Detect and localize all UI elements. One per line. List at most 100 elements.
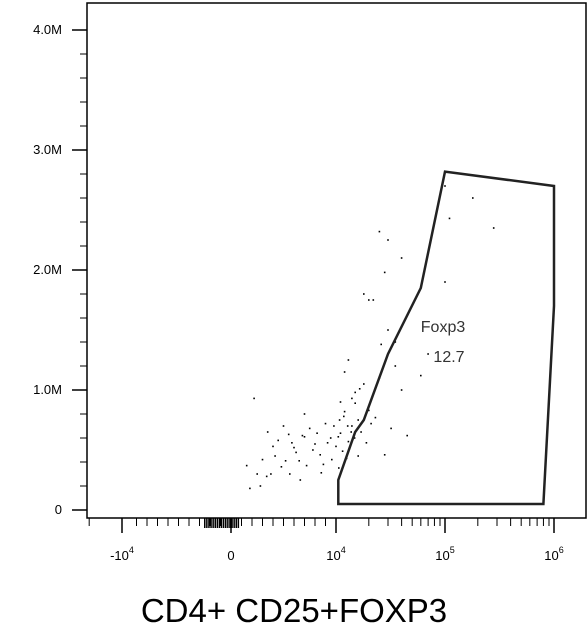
event-point (370, 422, 372, 425)
event-point (341, 450, 344, 452)
event-point (400, 389, 403, 391)
x-tick-label: 0 (227, 548, 234, 563)
foxp3-gate[interactable] (337, 170, 556, 506)
event-point (266, 431, 269, 433)
event-points (245, 185, 495, 490)
event-point (293, 446, 295, 449)
event-point (346, 425, 349, 427)
y-tick-label: 4.0M (33, 22, 62, 37)
event-point (282, 425, 285, 427)
y-tick-label: 1.0M (33, 382, 62, 397)
event-point (272, 445, 274, 448)
event-point (394, 365, 397, 367)
event-point (320, 472, 323, 474)
event-point (303, 436, 306, 438)
event-point (277, 439, 279, 442)
event-point (492, 227, 495, 229)
event-point (274, 455, 276, 457)
event-point (372, 299, 375, 301)
event-point (305, 464, 308, 467)
event-point (259, 485, 262, 487)
flow-cytometry-plot: 0 1.0M 2.0M 3.0M 4.0M -104 0 104 105 106 Foxp3 12… (33, 2, 587, 563)
event-point (406, 434, 408, 437)
x-tick-label: 105 (435, 545, 454, 563)
event-point (331, 458, 333, 461)
event-point (265, 475, 268, 478)
y-tick-label: 0 (55, 502, 62, 517)
event-point (363, 383, 365, 385)
event-point (354, 402, 356, 404)
event-point (383, 271, 386, 274)
event-point (256, 473, 258, 475)
x-tick-label: 106 (544, 545, 563, 563)
y-tick-label: 3.0M (33, 142, 62, 157)
event-point (347, 440, 350, 443)
event-point (326, 442, 329, 444)
event-point (368, 299, 370, 301)
event-point (298, 460, 300, 462)
event-point (299, 479, 302, 481)
event-point (245, 464, 248, 467)
event-point (291, 442, 293, 444)
event-point (343, 415, 345, 418)
event-point (383, 454, 386, 456)
event-point (314, 443, 316, 445)
event-point (350, 431, 352, 433)
event-point (378, 230, 381, 233)
event-point (427, 353, 429, 355)
event-point (380, 343, 382, 346)
axes-group: 0 1.0M 2.0M 3.0M 4.0M -104 0 104 105 106 (33, 22, 564, 563)
event-point (319, 454, 321, 456)
event-point (351, 397, 353, 400)
event-point (308, 427, 311, 430)
x-tick-label: -104 (110, 545, 134, 563)
event-point (357, 455, 359, 457)
gate-name-label: Foxp3 (421, 319, 466, 336)
event-point (333, 425, 335, 427)
event-point (347, 359, 350, 361)
event-point (343, 371, 346, 373)
event-point (339, 432, 342, 434)
event-point (358, 388, 361, 390)
event-point (322, 463, 325, 466)
event-point (289, 473, 291, 475)
event-point (351, 425, 353, 427)
event-point (444, 281, 446, 283)
event-point (365, 442, 368, 444)
event-point (249, 487, 251, 490)
x-tick-label: 104 (326, 545, 345, 563)
plot-frame (86, 2, 587, 519)
event-point (312, 449, 314, 451)
event-point (338, 419, 341, 421)
event-point (368, 409, 370, 412)
event-point (261, 458, 264, 461)
event-point (287, 433, 290, 436)
event-point (448, 217, 451, 220)
event-point (284, 460, 287, 462)
event-point (390, 427, 392, 430)
event-point (338, 467, 340, 469)
event-point (295, 451, 297, 454)
event-point (316, 432, 318, 434)
event-point (353, 437, 356, 439)
gate-percent-label: 12.7 (433, 349, 464, 366)
event-point (280, 466, 283, 468)
event-point (339, 401, 342, 403)
event-point (324, 422, 327, 425)
event-point (303, 413, 306, 415)
event-point (357, 419, 359, 421)
event-point (301, 434, 304, 437)
event-point (335, 445, 337, 448)
y-tick-label: 2.0M (33, 262, 62, 277)
event-point (270, 473, 272, 475)
event-point (329, 437, 332, 439)
event-point (253, 397, 255, 400)
event-point (444, 185, 446, 187)
event-point (387, 239, 389, 241)
event-point (420, 374, 422, 377)
event-point (354, 391, 356, 394)
event-point (360, 431, 362, 433)
event-point (400, 257, 403, 259)
chart-caption: CD4+ CD25+FOXP3 (140, 592, 448, 629)
event-point (337, 436, 340, 438)
